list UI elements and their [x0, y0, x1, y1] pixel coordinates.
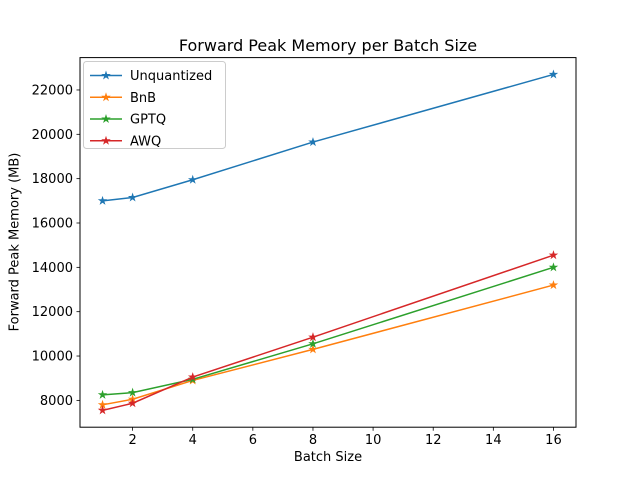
marker-awq-x1	[97, 405, 108, 415]
y-tick-label: 12000	[32, 305, 73, 320]
marker-bnb-x1	[97, 399, 108, 409]
marker-unquantized-x2	[127, 192, 138, 202]
series-line-awq	[101, 254, 555, 412]
legend-marker-icon-awq	[101, 135, 111, 145]
legend-label-gptq: GPTQ	[130, 113, 166, 128]
marker-gptq-x2	[127, 387, 138, 397]
chart-title: Forward Peak Memory per Batch Size	[178, 36, 478, 55]
marker-gptq-x8	[308, 338, 318, 348]
x-tick-label: 12	[425, 433, 442, 448]
y-tick-label: 14000	[32, 261, 73, 276]
axes-frame	[79, 57, 577, 428]
legend: Unquantized BnB GPTQ AWQ	[83, 61, 226, 149]
marker-gptq-x16	[548, 262, 559, 272]
y-tick-label: 10000	[32, 350, 73, 365]
legend-marker-icon-gptq	[101, 114, 111, 124]
legend-label-bnb: BnB	[130, 91, 156, 106]
y-tick-label: 22000	[32, 83, 73, 98]
marker-awq-x2	[127, 398, 138, 408]
x-tick-label: 10	[365, 433, 382, 448]
x-axis-label: Batch Size	[293, 450, 363, 465]
y-tick-label: 8000	[40, 394, 73, 409]
marker-gptq-x1	[97, 389, 108, 399]
legend-box	[83, 61, 226, 149]
marker-bnb-x8	[308, 344, 318, 354]
marker-bnb-x16	[548, 280, 559, 290]
marker-unquantized-x8	[308, 137, 318, 147]
x-tick-label: 14	[485, 433, 502, 448]
legend-label-awq: AWQ	[130, 134, 161, 149]
marker-awq-x8	[308, 332, 318, 342]
legend-marker-icon-bnb	[101, 92, 111, 102]
x-tick-label: 2	[128, 433, 136, 448]
y-tick-label: 16000	[32, 216, 73, 231]
series-line-gptq	[101, 266, 555, 396]
x-tick-label: 4	[189, 433, 197, 448]
y-tick-label: 20000	[32, 128, 73, 143]
marker-awq-x4	[187, 372, 198, 382]
x-tick-label: 16	[545, 433, 562, 448]
x-tick-label: 8	[309, 433, 317, 448]
marker-unquantized-x16	[548, 69, 559, 79]
marker-unquantized-x4	[187, 174, 198, 184]
legend-marker-icon-unquantized	[101, 70, 111, 80]
legend-label-unquantized: Unquantized	[130, 69, 212, 84]
x-tick-label: 6	[249, 433, 257, 448]
marker-awq-x16	[548, 250, 559, 260]
y-tick-label: 18000	[32, 172, 73, 187]
marker-unquantized-x1	[97, 195, 108, 205]
